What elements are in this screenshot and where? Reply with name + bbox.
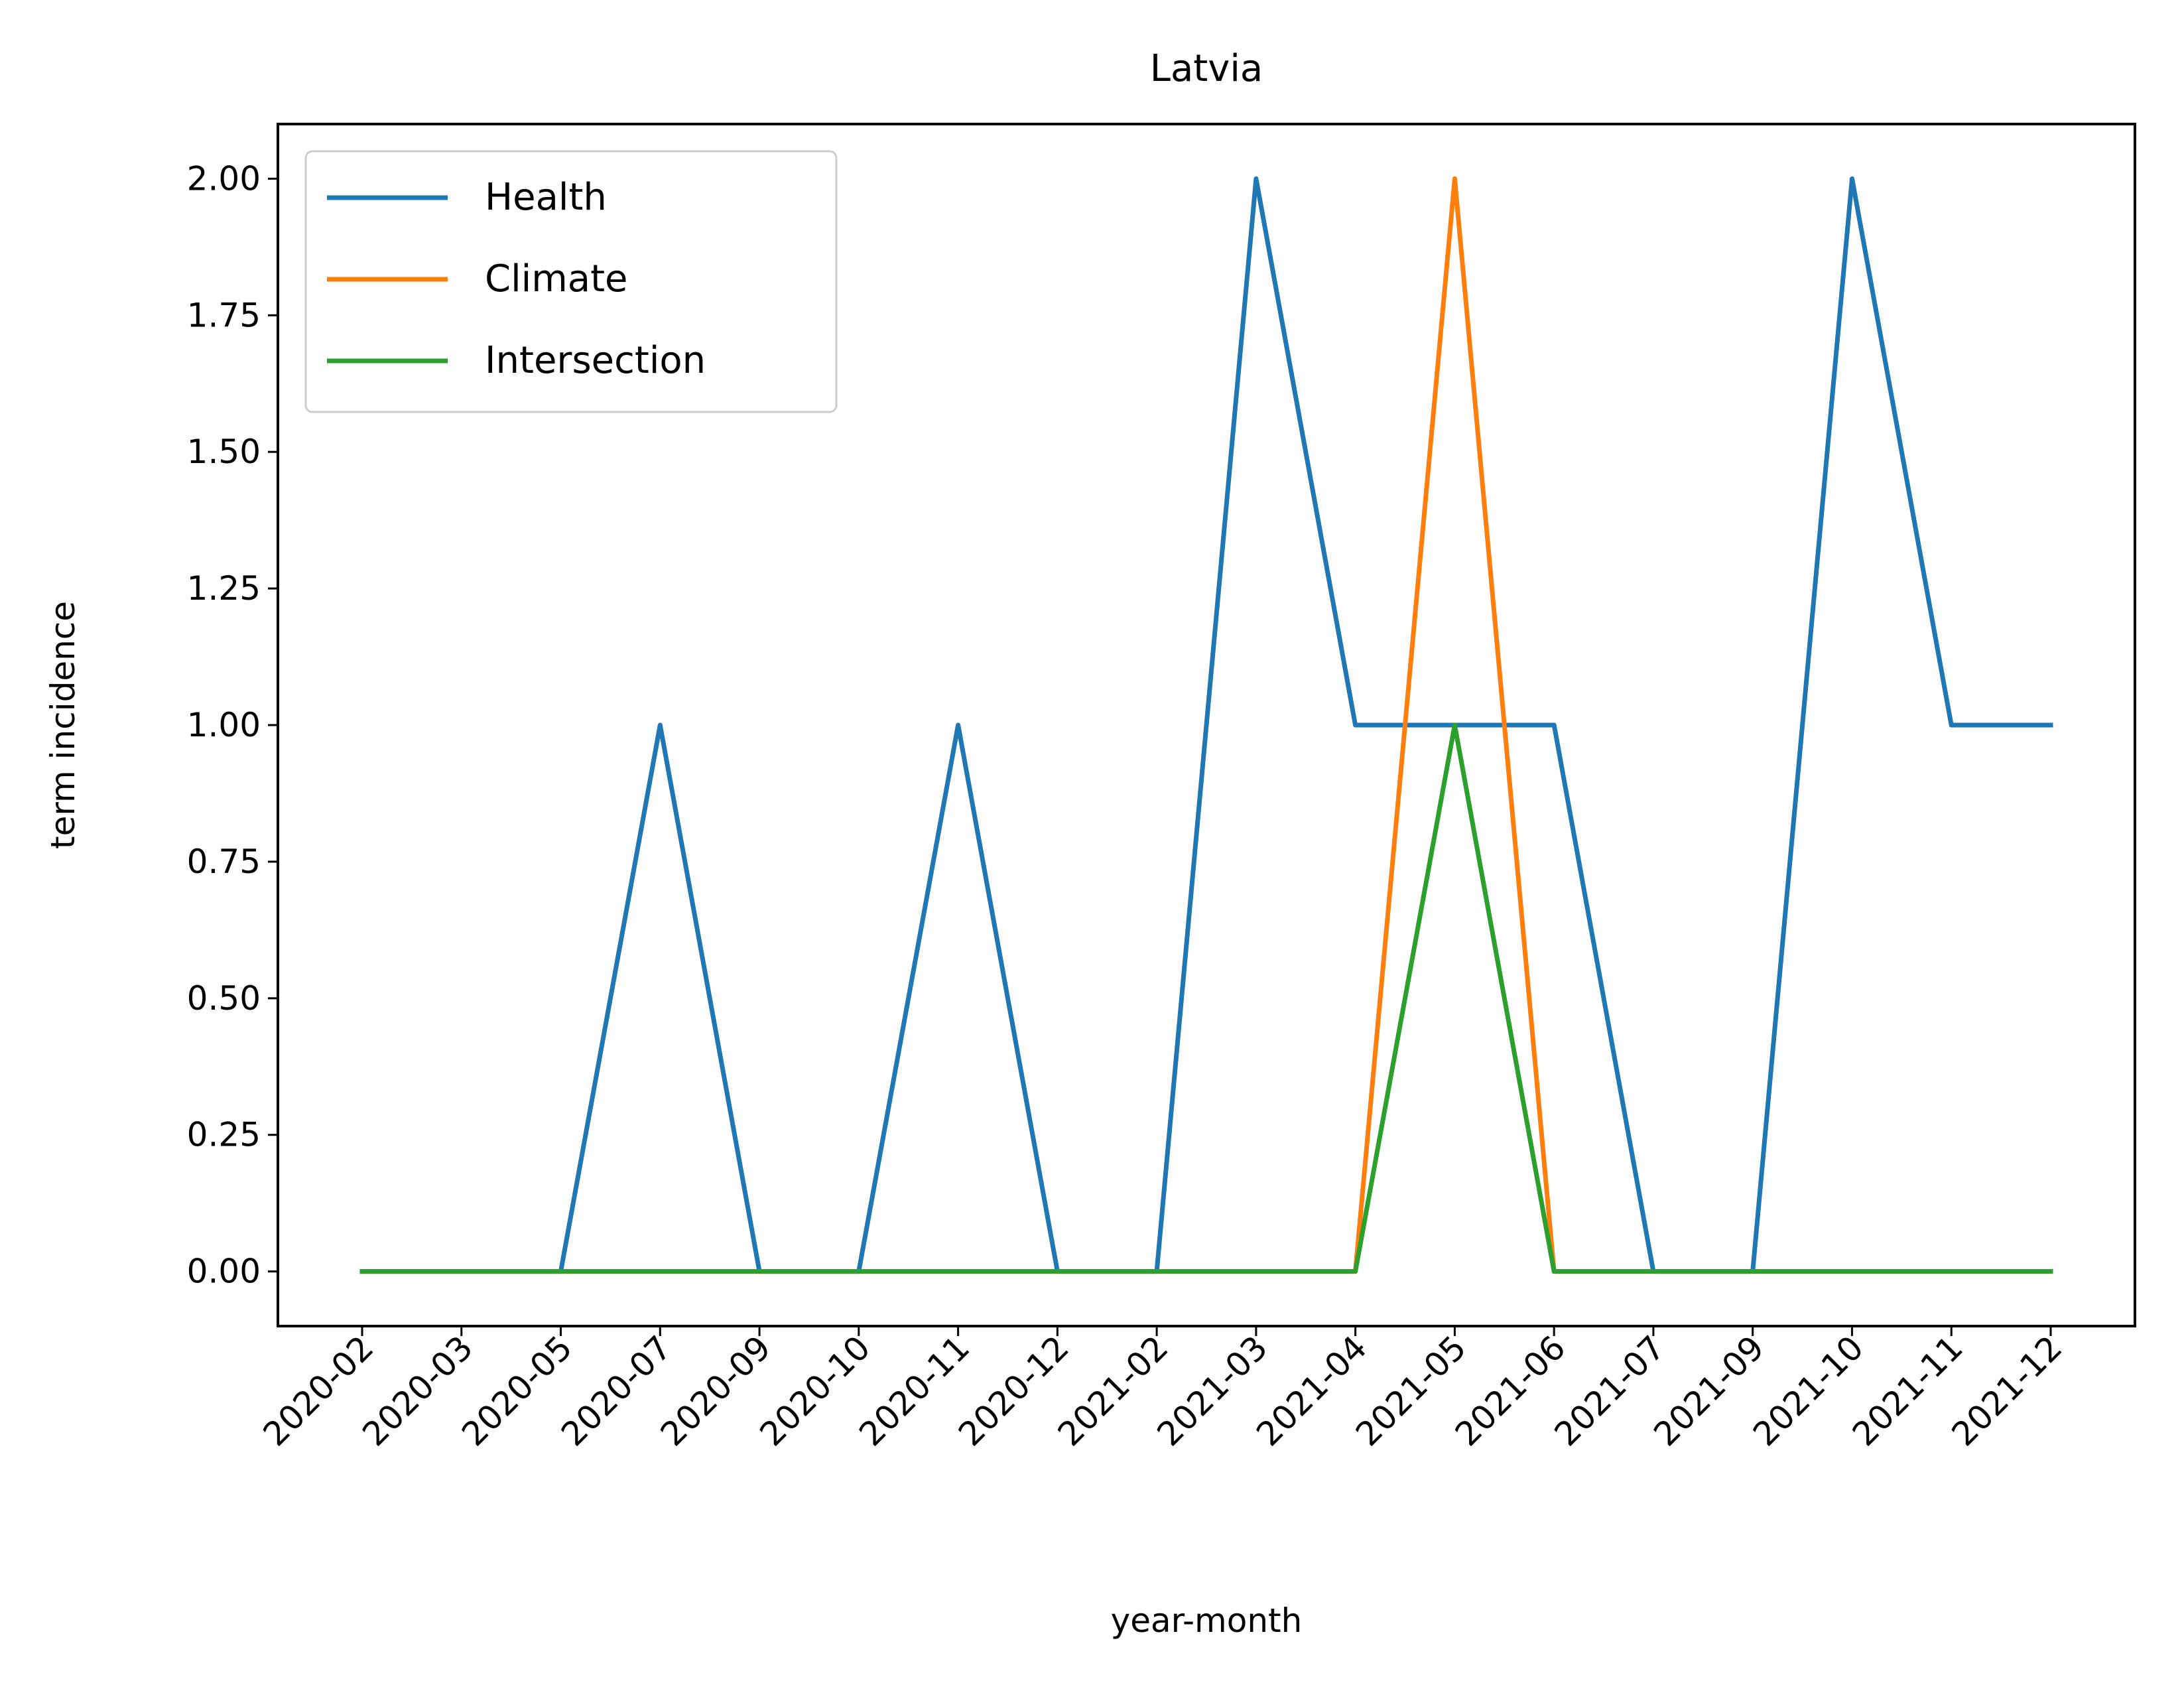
plot-area bbox=[359, 176, 2053, 1274]
y-tick-label: 0.50 bbox=[187, 979, 261, 1018]
chart-title: Latvia bbox=[1150, 47, 1263, 90]
y-tick-label: 0.75 bbox=[187, 842, 261, 881]
legend-label-health: Health bbox=[485, 176, 607, 219]
series-line-health bbox=[359, 176, 2053, 1274]
y-tick-label: 0.00 bbox=[187, 1252, 261, 1291]
y-tick-label: 0.25 bbox=[187, 1116, 261, 1154]
y-tick-label: 1.00 bbox=[187, 706, 261, 744]
y-tick-label: 1.50 bbox=[187, 433, 261, 471]
y-tick-label: 2.00 bbox=[187, 159, 261, 198]
y-axis: 0.00 0.25 0.50 0.75 1.00 1.25 1.50 1.75 2.00 bbox=[187, 159, 278, 1291]
legend-label-intersection: Intersection bbox=[485, 339, 706, 382]
y-axis-label: term incidence bbox=[44, 601, 82, 849]
y-tick-label: 1.25 bbox=[187, 569, 261, 608]
series-line-intersection bbox=[359, 722, 2053, 1274]
legend-label-climate: Climate bbox=[485, 257, 628, 301]
legend-box bbox=[304, 150, 838, 413]
x-axis-label: year-month bbox=[1111, 1601, 1303, 1640]
y-tick-label: 1.75 bbox=[187, 296, 261, 334]
legend: Health Climate Intersection bbox=[304, 150, 838, 413]
